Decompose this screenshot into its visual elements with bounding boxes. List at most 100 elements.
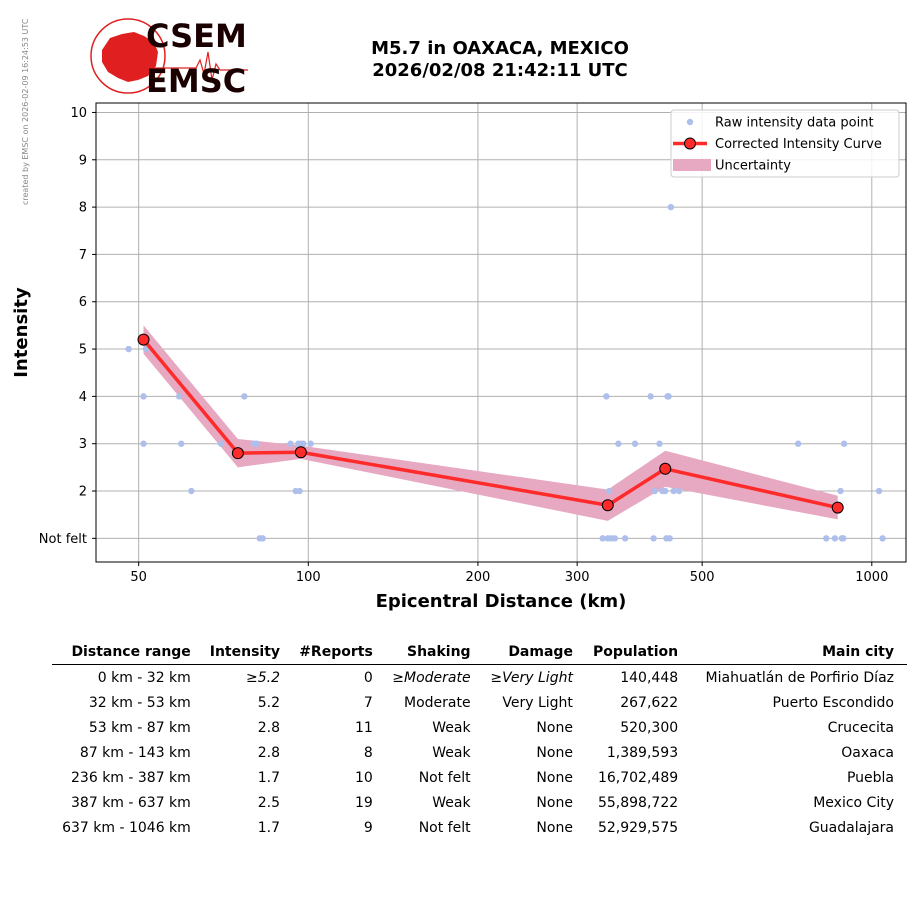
table-cell: 1.7 [257, 819, 281, 836]
raw-data-point [875, 487, 883, 495]
raw-data-point [140, 440, 147, 447]
table-row: 87 km - 143 km 2.8 8 Weak None 1,389,593 Oaxac… [52, 740, 907, 765]
table-cell: Not felt [418, 769, 471, 786]
table-cell: 32 km - 53 km [88, 694, 191, 711]
raw-data-point [599, 535, 606, 542]
raw-data-point [300, 440, 307, 447]
table-cell: 10 [354, 769, 373, 786]
x-axis-label: Epicentral Distance (km) [376, 591, 627, 612]
raw-data-point [662, 487, 669, 495]
table-cell: 520,300 [620, 719, 679, 736]
curve-marker [601, 499, 614, 512]
plot-frame [95, 102, 907, 563]
table-cell: Guadalajara [808, 819, 894, 836]
table-cell: Mexico City [813, 794, 894, 811]
raw-data-point [831, 535, 839, 542]
table-cell: Weak [432, 719, 471, 736]
table-cell: 236 km - 387 km [71, 769, 191, 786]
curve-marker [137, 333, 150, 346]
legend-box [670, 109, 900, 178]
y-tick-label: 10 [70, 106, 87, 121]
raw-data-point [670, 487, 677, 495]
table-cell: Moderate [404, 694, 471, 711]
raw-data-point [140, 393, 147, 400]
curve-marker [659, 462, 672, 475]
table-cell: 55,898,722 [597, 794, 679, 811]
corrected-intensity-curve [142, 338, 839, 510]
csem-emsc-logo: CSEM EMSC [90, 17, 248, 98]
table-header-cell: Population [585, 640, 692, 665]
table-cell: ≥Very Light [490, 669, 573, 686]
curve-marker [231, 447, 244, 460]
raw-data-point [621, 535, 629, 542]
logo-text-csem: CSEM [146, 17, 247, 55]
raw-data-point [651, 487, 658, 495]
table-cell: Crucecita [827, 719, 894, 736]
raw-data-point [603, 393, 610, 400]
table-row: 236 km - 387 km 1.7 10 Not felt None 16,702,4… [52, 765, 907, 790]
raw-data-point [611, 535, 619, 542]
y-tick-label: 2 [79, 485, 87, 500]
table-cell: 0 [363, 669, 373, 686]
table-cell: 87 km - 143 km [79, 744, 191, 761]
table-cell: Weak [432, 744, 471, 761]
intensity-chart: 50 100 200 300 500 1000 Not felt 2 3 4 5 6 7 8 9 10 Epic… [11, 102, 907, 612]
legend-label: Corrected Intensity Curve [715, 137, 882, 152]
table-cell: 8 [363, 744, 373, 761]
raw-data-point [650, 535, 657, 542]
y-tick-label: 7 [79, 248, 87, 263]
raw-data-point [178, 440, 185, 447]
table-cell: Not felt [418, 819, 471, 836]
table-cell: None [536, 719, 573, 736]
raw-data-point [287, 440, 294, 447]
table-cell: 267,622 [620, 694, 679, 711]
x-tick-label: 100 [296, 570, 321, 585]
logo-map-shape [102, 32, 158, 82]
raw-data-point [606, 487, 613, 495]
curve-marker [831, 501, 844, 514]
raw-data-point [241, 393, 248, 400]
y-tick-label: 3 [79, 437, 87, 452]
y-tick-label: Not felt [39, 532, 87, 547]
logo-text-emsc: EMSC [146, 62, 246, 98]
table-cell: ≥5.2 [246, 669, 281, 686]
raw-data-point [253, 440, 260, 447]
x-tick-label: 300 [565, 570, 590, 585]
y-tick-label: 6 [79, 295, 87, 310]
table-cell: Weak [432, 794, 471, 811]
raw-data-point [665, 393, 672, 400]
table-cell: 1.7 [257, 769, 281, 786]
table-row: 637 km - 1046 km 1.7 9 Not felt None 52,929,5… [52, 815, 907, 840]
y-axis-label: Intensity [11, 287, 32, 378]
raw-data-point [217, 440, 225, 447]
table-cell: 19 [354, 794, 373, 811]
table-cell: 2.8 [257, 744, 281, 761]
table-cell: 0 km - 32 km [97, 669, 191, 686]
x-tick-label: 1000 [855, 570, 888, 585]
x-tick-label: 50 [130, 570, 147, 585]
logo-seismogram [148, 51, 248, 81]
table-cell: None [536, 794, 573, 811]
raw-data-point [840, 440, 848, 447]
table-header-cell: Intensity [203, 640, 294, 665]
x-tick-label: 500 [690, 570, 715, 585]
raw-data-point [175, 393, 183, 400]
raw-data-point [142, 345, 150, 353]
raw-data-point [667, 203, 675, 211]
table-cell: ≥Moderate [392, 669, 471, 686]
table-cell: 140,448 [620, 669, 679, 686]
curve-marker [294, 446, 307, 459]
intensity-table: Distance range Intensity #Reports Shaking Da… [52, 640, 907, 840]
table-row: 0 km - 32 km ≥5.2 0 ≥Moderate ≥Very Light 140… [52, 665, 907, 691]
table-cell: 2.8 [257, 719, 281, 736]
table-cell: 9 [363, 819, 373, 836]
table-cell: None [536, 819, 573, 836]
table-cell: Puebla [846, 769, 894, 786]
table-cell: None [536, 744, 573, 761]
raw-data-point [656, 440, 663, 447]
legend: Raw intensity data point Corrected Intens… [670, 109, 900, 178]
table-cell: Very Light [502, 694, 573, 711]
table-row: 53 km - 87 km 2.8 11 Weak None 520,300 Cruceci… [52, 715, 907, 740]
legend-point-swatch [686, 118, 694, 126]
y-tick-label: 8 [79, 201, 87, 216]
